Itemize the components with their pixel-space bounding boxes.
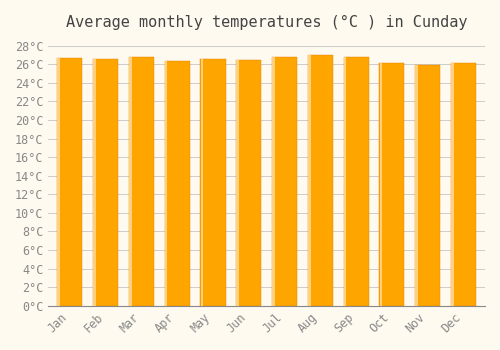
Bar: [272, 57, 297, 306]
Bar: [308, 55, 333, 306]
Bar: [165, 61, 168, 306]
Bar: [200, 60, 226, 306]
Bar: [451, 63, 454, 306]
Bar: [94, 58, 96, 306]
Bar: [164, 61, 190, 306]
Bar: [236, 61, 262, 306]
Bar: [451, 63, 476, 306]
Bar: [416, 65, 418, 306]
Bar: [200, 60, 203, 306]
Bar: [308, 55, 310, 306]
Bar: [236, 61, 239, 306]
Bar: [129, 57, 154, 306]
Bar: [380, 63, 382, 306]
Bar: [415, 65, 440, 306]
Bar: [58, 58, 60, 306]
Bar: [272, 57, 274, 306]
Bar: [129, 57, 132, 306]
Bar: [344, 57, 368, 306]
Title: Average monthly temperatures (°C ) in Cunday: Average monthly temperatures (°C ) in Cu…: [66, 15, 468, 30]
Bar: [380, 63, 404, 306]
Bar: [344, 57, 346, 306]
Bar: [58, 58, 82, 306]
Bar: [93, 58, 118, 306]
